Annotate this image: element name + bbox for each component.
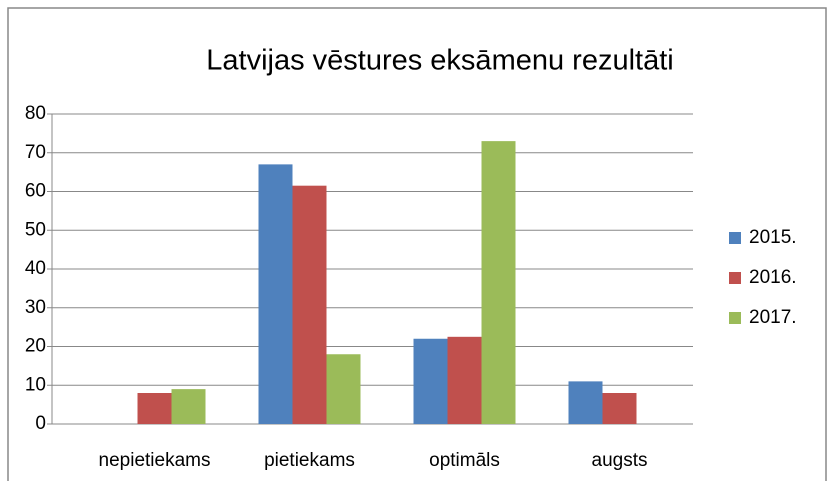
legend-swatch <box>729 312 741 324</box>
x-tick-label: nepietiekams <box>99 450 211 471</box>
bar <box>171 389 206 424</box>
y-tick-label: 10 <box>25 374 46 395</box>
legend-label: 2017. <box>749 307 797 328</box>
y-tick-label: 80 <box>25 103 46 124</box>
bar <box>258 164 293 424</box>
y-tick-label: 60 <box>25 181 46 202</box>
bar <box>137 393 172 424</box>
y-tick-label: 30 <box>25 297 46 318</box>
legend-swatch <box>729 272 741 284</box>
legend-label: 2015. <box>749 227 797 248</box>
chart-title: Latvijas vēstures eksāmenu rezultāti <box>206 45 673 77</box>
y-tick-label: 70 <box>25 142 46 163</box>
bar <box>292 185 327 424</box>
y-tick-label: 20 <box>25 336 46 357</box>
legend-label: 2016. <box>749 267 797 288</box>
x-tick-label: optimāls <box>429 450 500 471</box>
y-tick-label: 0 <box>35 413 46 434</box>
y-tick-label: 50 <box>25 219 46 240</box>
bar <box>481 141 516 424</box>
bar <box>447 336 482 424</box>
x-tick-label: pietiekams <box>264 450 355 471</box>
x-tick-label: augsts <box>592 450 648 471</box>
legend-swatch <box>729 232 741 244</box>
y-tick-label: 40 <box>25 258 46 279</box>
bar <box>326 354 361 424</box>
bar <box>602 393 637 424</box>
bar <box>568 381 603 424</box>
bar <box>413 338 448 424</box>
